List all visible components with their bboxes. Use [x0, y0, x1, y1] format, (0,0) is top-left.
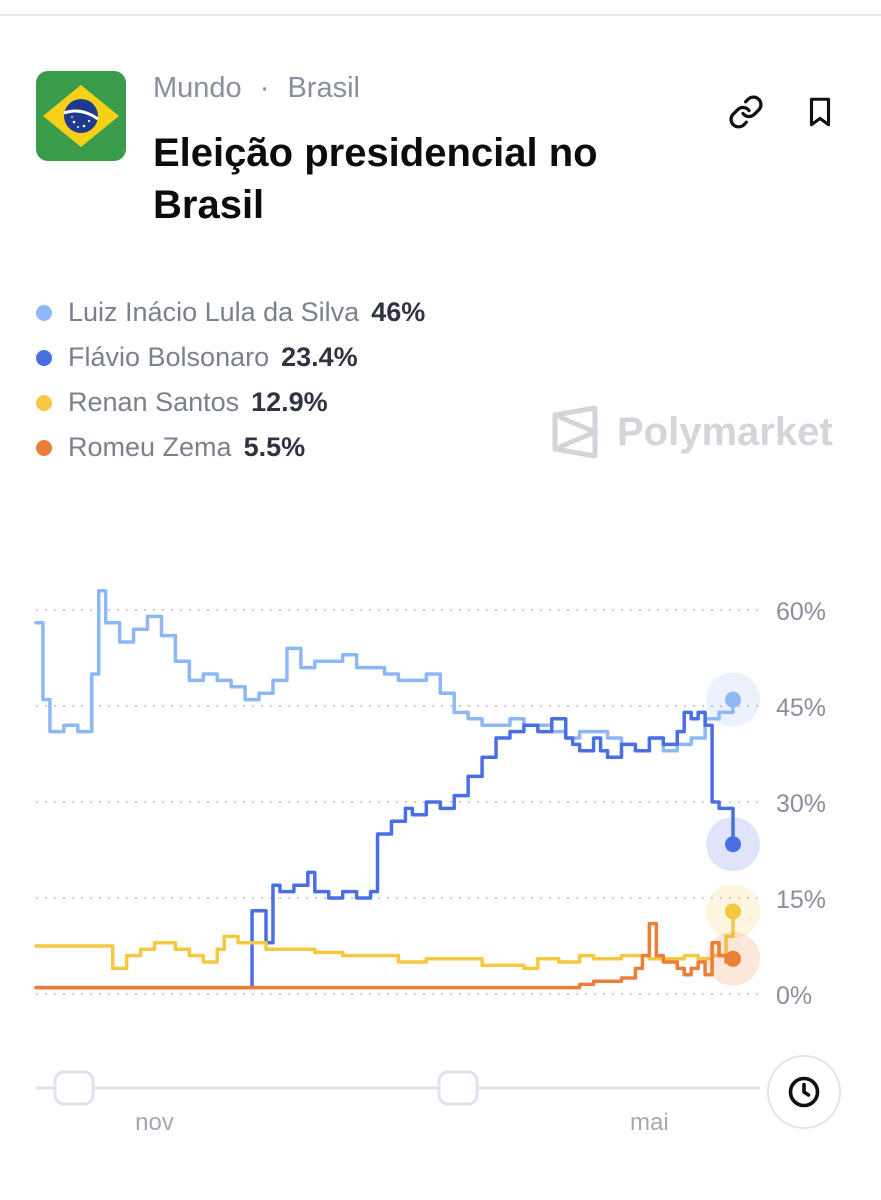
legend-dot — [36, 304, 52, 321]
series-line — [34, 909, 735, 971]
probability-chart[interactable]: 60% 45% 30% 15% 0% nov mai — [0, 560, 881, 1160]
chart-legend: Luiz Inácio Lula da Silva 46% Flávio Bol… — [36, 290, 425, 470]
breadcrumb-item-mundo[interactable]: Mundo — [153, 72, 242, 104]
legend-item-flavio: Flávio Bolsonaro 23.4% — [36, 335, 425, 380]
legend-value: 5.5% — [243, 432, 306, 462]
series-end-point — [725, 836, 741, 853]
page-title: Eleição presidencial no Brasil — [153, 131, 598, 227]
copy-link-button[interactable] — [724, 90, 768, 134]
breadcrumb-item-brasil[interactable]: Brasil — [287, 72, 360, 104]
legend-value: 23.4% — [281, 342, 358, 372]
y-tick-label: 30% — [776, 790, 826, 818]
series-end-point — [725, 903, 741, 920]
y-tick-label: 15% — [776, 886, 826, 914]
clock-icon — [788, 1076, 820, 1108]
legend-name: Flávio Bolsonaro — [68, 342, 270, 372]
legend-name: Romeu Zema — [68, 432, 232, 462]
legend-name: Luiz Inácio Lula da Silva — [68, 297, 360, 327]
series-line — [34, 589, 735, 753]
series-end-point — [725, 950, 741, 967]
range-slider-handle-end[interactable] — [437, 1070, 479, 1106]
legend-item-romeu: Romeu Zema 5.5% — [36, 425, 425, 470]
series-line — [34, 710, 735, 990]
legend-name: Renan Santos — [68, 387, 240, 417]
bookmark-icon — [809, 97, 831, 127]
x-tick-label: nov — [135, 1109, 174, 1136]
y-tick-label: 45% — [776, 694, 826, 722]
brazil-flag-icon — [36, 71, 126, 161]
breadcrumb: Mundo · Brasil — [153, 72, 360, 105]
legend-item-lula: Luiz Inácio Lula da Silva 46% — [36, 290, 425, 335]
polymarket-logo-icon — [552, 405, 598, 459]
legend-item-renan: Renan Santos 12.9% — [36, 380, 425, 425]
legend-value: 12.9% — [251, 387, 328, 417]
y-tick-label: 60% — [776, 598, 826, 626]
polymarket-watermark: Polymarket — [551, 405, 833, 459]
legend-dot — [36, 349, 52, 366]
x-tick-label: mai — [630, 1109, 669, 1136]
legend-value: 46% — [371, 297, 426, 327]
link-icon — [729, 95, 763, 129]
watermark-text: Polymarket — [617, 409, 833, 454]
legend-dot — [36, 439, 52, 456]
series-line — [34, 921, 735, 990]
y-tick-label: 0% — [776, 982, 812, 1010]
range-slider-handle-start[interactable] — [53, 1070, 95, 1106]
series-end-point — [725, 691, 741, 708]
bookmark-button[interactable] — [798, 90, 842, 134]
top-divider — [0, 14, 881, 16]
breadcrumb-separator: · — [259, 72, 270, 104]
legend-dot — [36, 394, 52, 411]
history-button[interactable] — [767, 1055, 841, 1129]
